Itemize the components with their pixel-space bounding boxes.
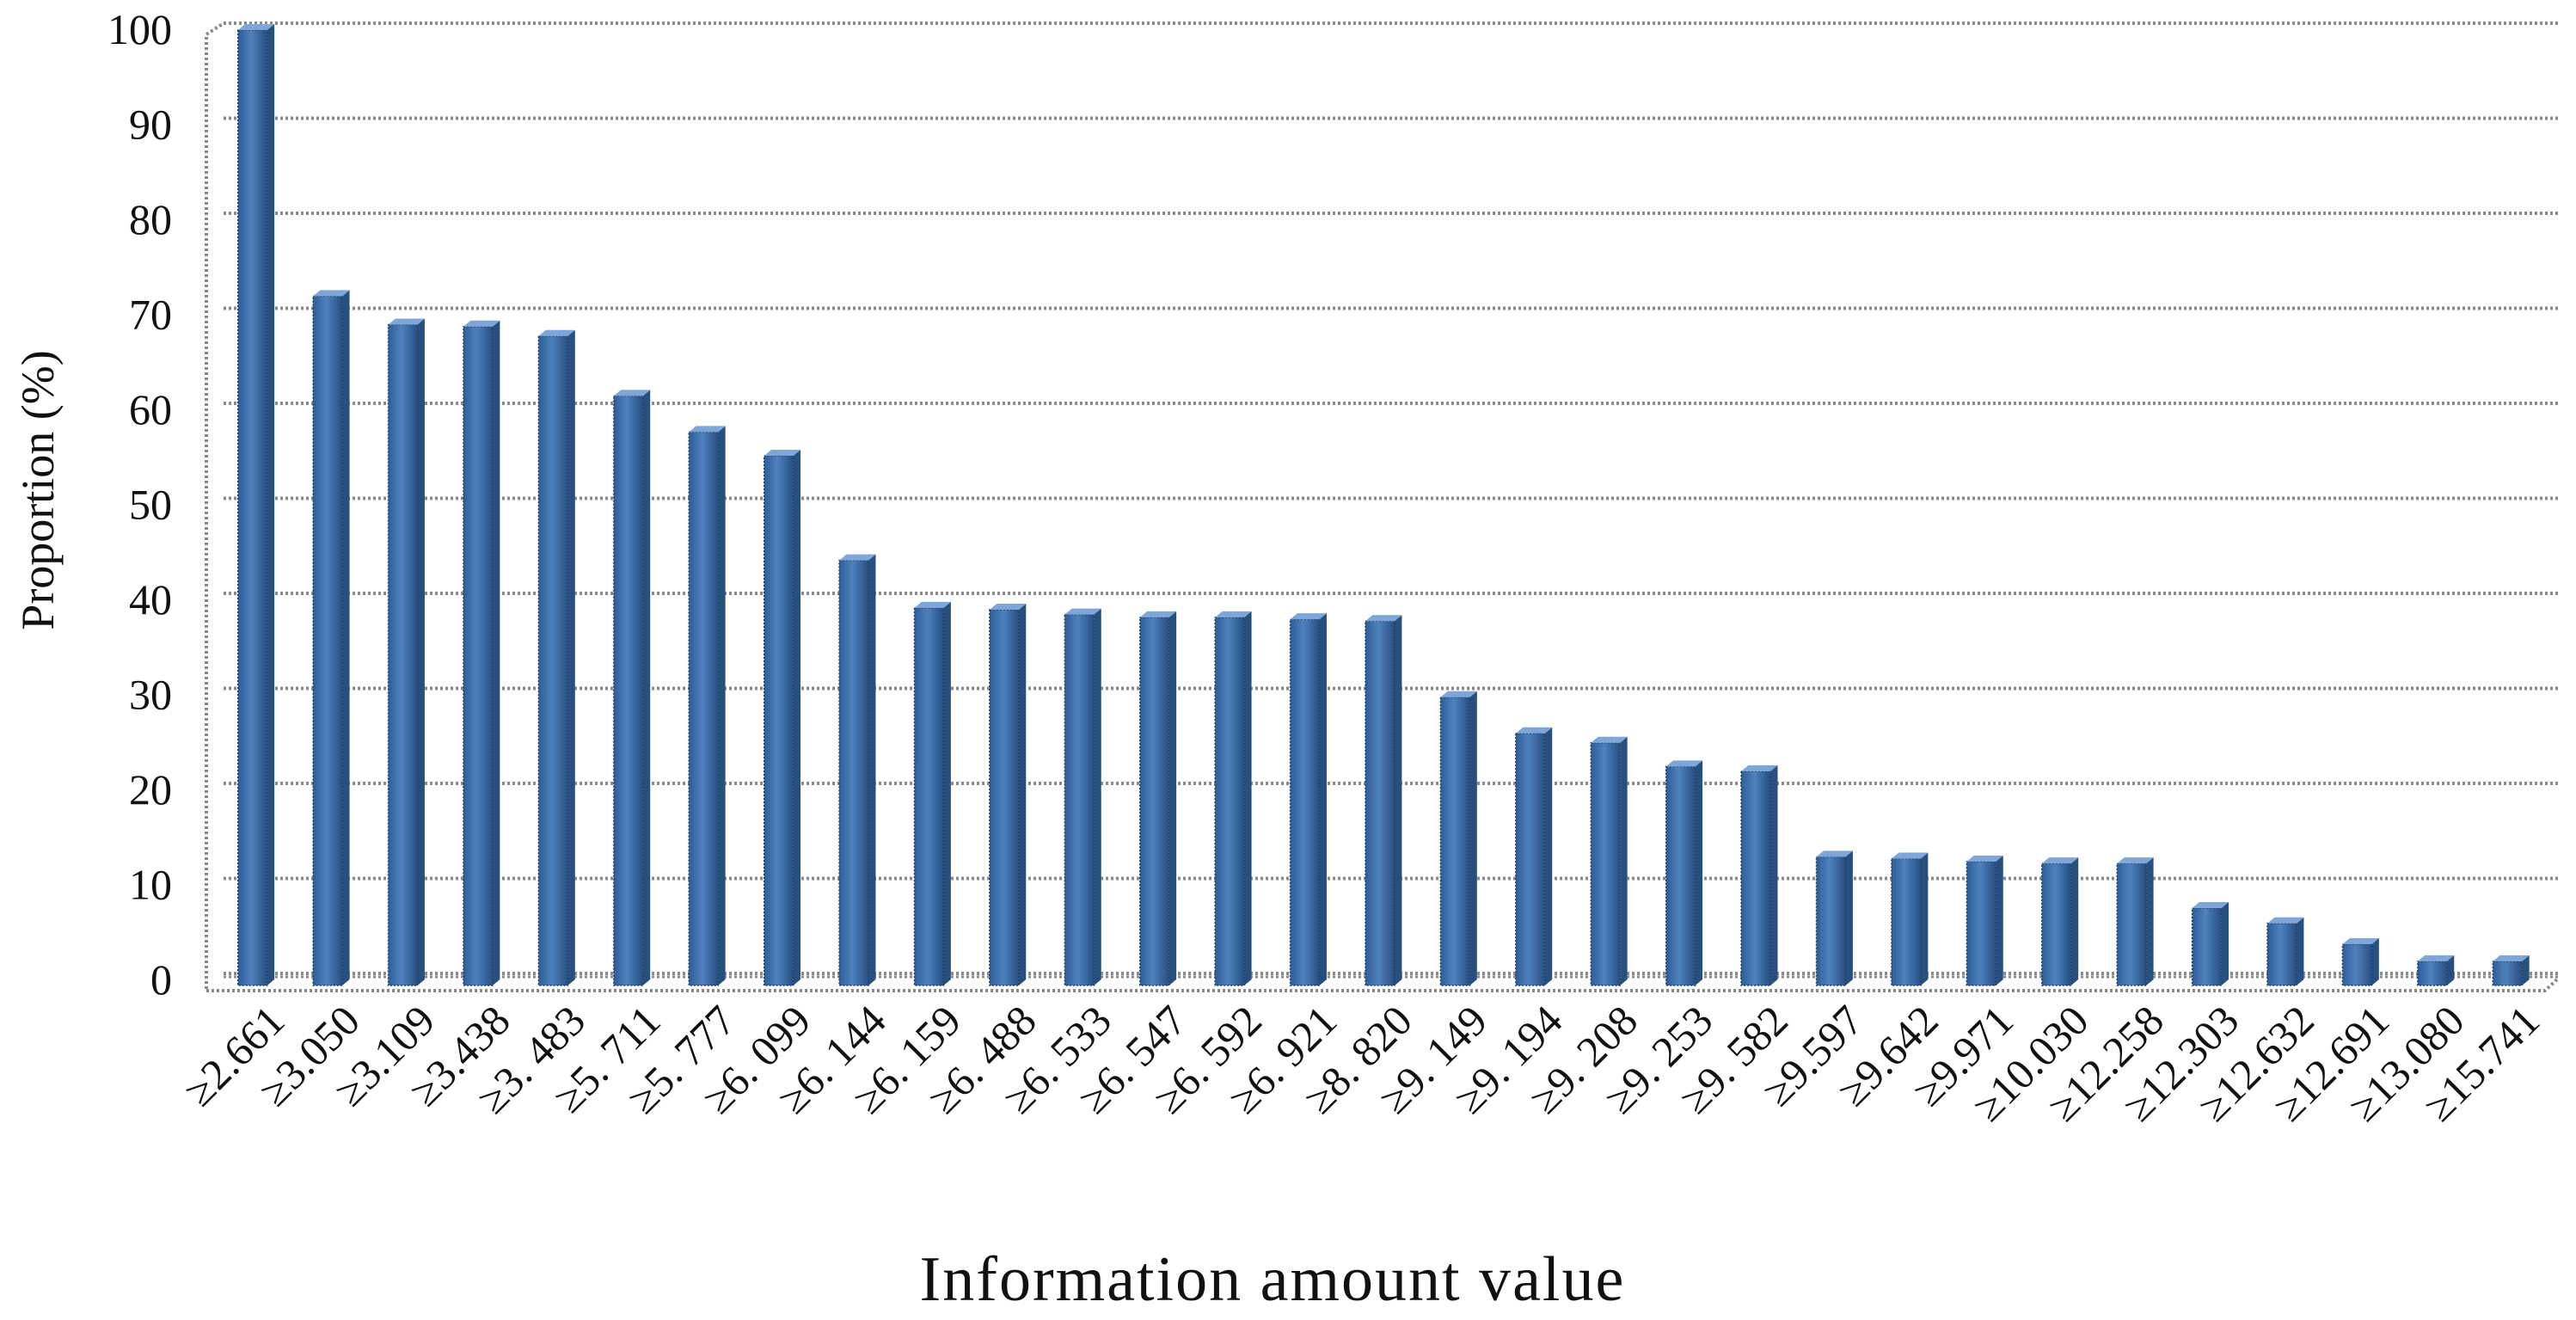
bar bbox=[1064, 608, 1101, 986]
bar bbox=[1289, 613, 1327, 986]
y-tick-label: 60 bbox=[129, 385, 172, 433]
bar bbox=[2417, 955, 2455, 986]
bar bbox=[1966, 855, 2003, 986]
bar bbox=[763, 450, 801, 986]
bar bbox=[989, 604, 1027, 986]
bar bbox=[1365, 615, 1402, 986]
bar bbox=[1214, 611, 1252, 986]
y-tick-label: 10 bbox=[129, 861, 172, 909]
bar bbox=[387, 318, 425, 986]
bar bbox=[613, 390, 651, 986]
bar bbox=[2266, 917, 2304, 986]
bar bbox=[1815, 850, 1853, 986]
bar bbox=[2041, 857, 2079, 986]
bar bbox=[913, 601, 951, 986]
y-tick-label: 80 bbox=[129, 195, 172, 243]
bar bbox=[1515, 727, 1553, 986]
bar bbox=[236, 24, 275, 986]
bar bbox=[688, 426, 726, 986]
bars bbox=[236, 24, 2530, 986]
bar bbox=[838, 554, 876, 986]
y-axis-line bbox=[205, 21, 225, 989]
y-tick-label: 90 bbox=[129, 101, 172, 149]
bar bbox=[2341, 938, 2379, 986]
x-axis-label: Information amount value bbox=[920, 1244, 1626, 1315]
gridlines bbox=[224, 21, 2558, 975]
bar bbox=[537, 329, 575, 986]
bar bbox=[1590, 736, 1628, 986]
y-tick-label: 100 bbox=[107, 5, 172, 53]
bar bbox=[2492, 955, 2530, 986]
y-tick-label: 70 bbox=[129, 291, 172, 339]
y-tick-label: 20 bbox=[129, 765, 172, 813]
x-tick-labels: ≥2.661≥3.050≥3.109≥3.438≥3. 483≥5. 711≥5… bbox=[175, 996, 2548, 1130]
y-tick-labels: 0 10 20 30 40 50 60 70 80 90 100 bbox=[107, 5, 172, 1004]
bar bbox=[1740, 764, 1778, 986]
y-tick-label: 40 bbox=[129, 575, 172, 623]
bar bbox=[1138, 611, 1177, 986]
y-tick-label: 0 bbox=[150, 955, 172, 1004]
bar bbox=[463, 320, 500, 986]
bar bbox=[1891, 852, 1929, 986]
bar bbox=[1439, 691, 1477, 986]
y-tick-label: 30 bbox=[129, 671, 172, 719]
bar bbox=[312, 290, 350, 986]
y-axis-label: Proportion (%) bbox=[12, 350, 64, 629]
bar bbox=[1665, 760, 1703, 986]
bar bbox=[2116, 857, 2154, 986]
x-axis-line bbox=[206, 977, 2560, 992]
y-tick-label: 50 bbox=[129, 481, 172, 529]
bar bbox=[2191, 902, 2229, 986]
